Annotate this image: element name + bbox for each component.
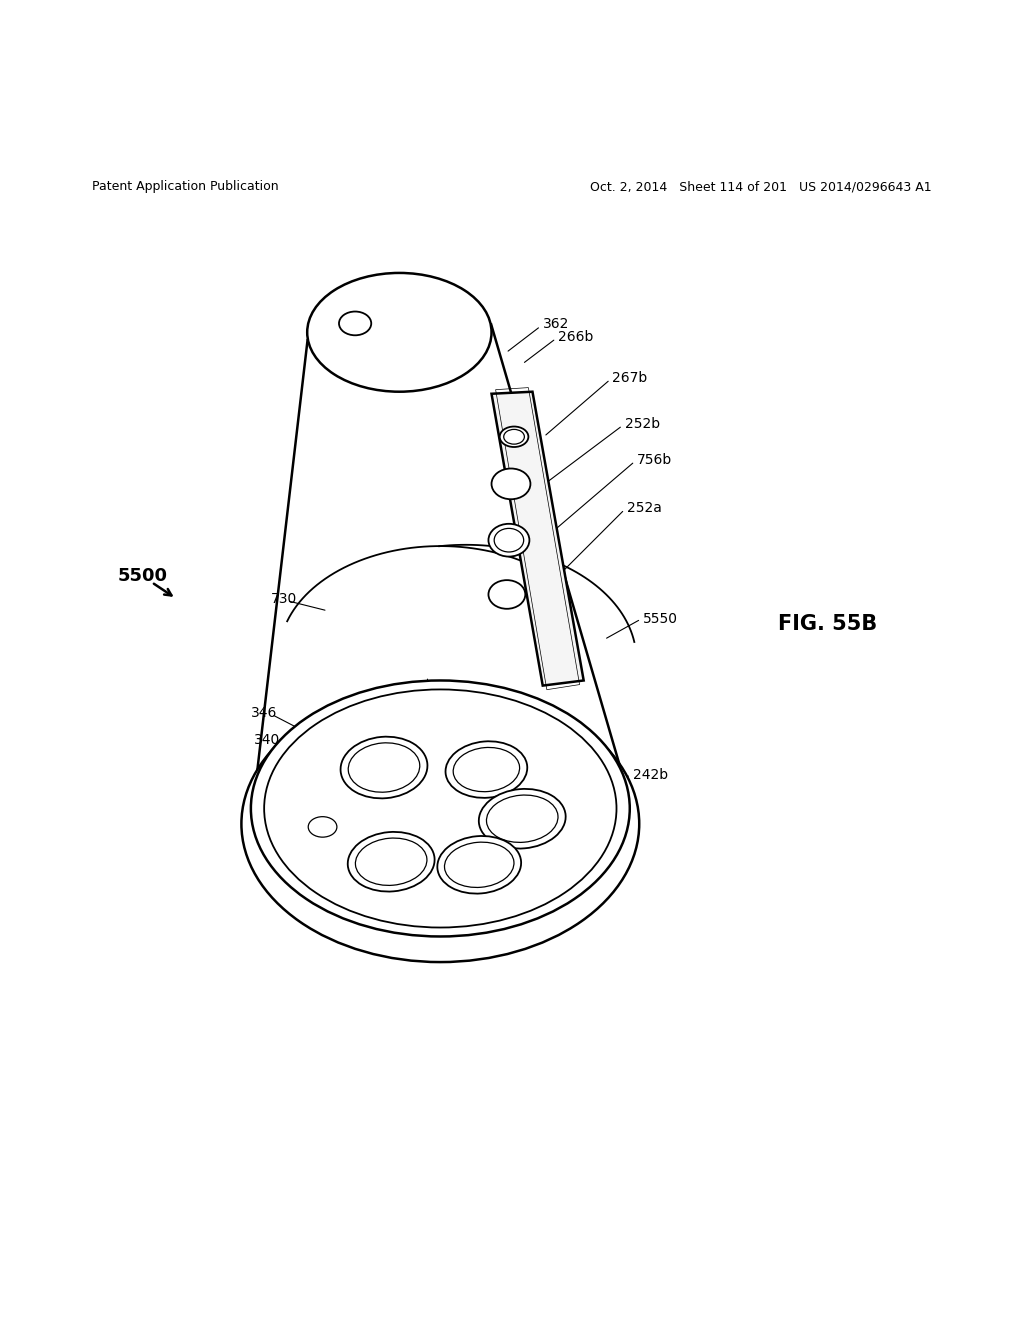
Text: 340: 340	[254, 733, 281, 747]
Ellipse shape	[437, 836, 521, 894]
Text: 756b: 756b	[637, 453, 672, 467]
Text: 348: 348	[418, 689, 444, 702]
Text: 5500: 5500	[118, 568, 168, 585]
Ellipse shape	[488, 524, 529, 557]
Text: 730: 730	[271, 591, 298, 606]
Ellipse shape	[348, 832, 434, 891]
Text: 242a: 242a	[369, 873, 403, 887]
Text: 344: 344	[284, 830, 310, 845]
Text: 5550: 5550	[643, 612, 678, 626]
Text: 346: 346	[251, 706, 278, 721]
Text: 242b: 242b	[633, 768, 668, 781]
Ellipse shape	[308, 817, 337, 837]
Ellipse shape	[341, 737, 427, 799]
Text: 252a: 252a	[627, 502, 662, 515]
Ellipse shape	[445, 742, 527, 797]
Ellipse shape	[500, 426, 528, 447]
Text: 736: 736	[461, 887, 487, 900]
Ellipse shape	[339, 312, 372, 335]
Text: FIG. 55B: FIG. 55B	[778, 614, 878, 634]
Text: 710: 710	[418, 887, 444, 900]
Ellipse shape	[488, 579, 525, 609]
Text: 242c: 242c	[512, 876, 546, 890]
Ellipse shape	[307, 273, 492, 392]
Text: 267b: 267b	[612, 371, 647, 385]
Text: Patent Application Publication: Patent Application Publication	[92, 181, 279, 194]
Text: 252b: 252b	[625, 417, 659, 432]
Polygon shape	[492, 392, 584, 685]
Ellipse shape	[492, 469, 530, 499]
Ellipse shape	[479, 789, 565, 849]
Text: 266b: 266b	[558, 330, 594, 345]
Ellipse shape	[242, 685, 639, 962]
Ellipse shape	[251, 681, 630, 936]
Text: Oct. 2, 2014   Sheet 114 of 201   US 2014/0296643 A1: Oct. 2, 2014 Sheet 114 of 201 US 2014/02…	[590, 181, 932, 194]
Text: 362: 362	[543, 317, 569, 331]
